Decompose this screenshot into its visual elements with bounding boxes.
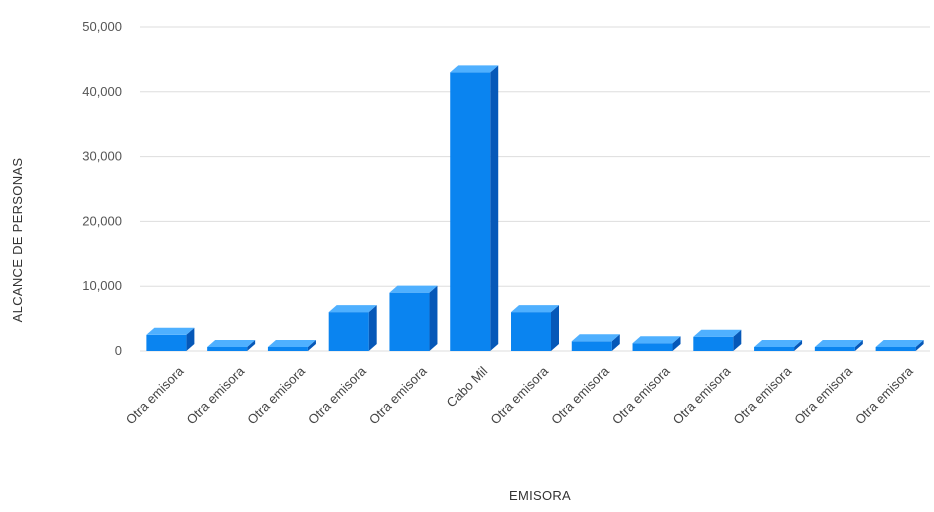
bar-side (551, 305, 559, 351)
gridlines (140, 26, 930, 352)
bar-side (307, 340, 316, 351)
x-axis-title: EMISORA (509, 488, 571, 503)
x-tick-label: Otra emisora (366, 363, 430, 427)
x-tick-label: Otra emisora (791, 363, 855, 427)
bar-top (389, 285, 438, 293)
bar (693, 329, 742, 351)
bar (814, 340, 863, 351)
bar (511, 305, 559, 351)
bar-top (693, 329, 742, 337)
bar-top (571, 334, 620, 342)
y-tick-label: 0 (115, 343, 122, 358)
bar (450, 65, 499, 352)
bar-top (754, 340, 803, 347)
bar-side (368, 305, 377, 351)
bar-front (146, 334, 187, 351)
y-tick-label: 30,000 (82, 149, 122, 164)
bar-side (611, 334, 620, 351)
bar-front (207, 347, 248, 351)
bar-side (672, 336, 681, 351)
bars (146, 65, 924, 352)
x-tick-label: Cabo Mil (443, 363, 490, 410)
bar (267, 340, 316, 351)
bar-front (754, 347, 795, 351)
bar-side (794, 340, 803, 351)
bar-side (854, 340, 863, 351)
bar-top (207, 340, 256, 347)
x-tick-label: Otra emisora (305, 363, 369, 427)
bar-front (693, 336, 734, 351)
x-tick-label: Otra emisora (184, 363, 248, 427)
bar (754, 340, 803, 351)
x-tick-label: Otra emisora (670, 363, 734, 427)
x-tick-label: Otra emisora (487, 363, 551, 427)
bar-top (267, 340, 316, 347)
bar (207, 340, 256, 351)
bar-front (632, 343, 673, 351)
bar-top (814, 340, 863, 347)
bar-front (571, 341, 612, 351)
y-tick-label: 10,000 (82, 278, 122, 293)
bar-front (814, 347, 855, 351)
bar-front (875, 347, 916, 351)
y-tick-label: 50,000 (82, 19, 122, 34)
bar (632, 336, 681, 351)
bar-front (267, 347, 308, 351)
bar-top (632, 336, 681, 344)
x-tick-label: Otra emisora (609, 363, 673, 427)
y-axis-ticks: 0 10,000 20,000 30,000 40,000 50,000 (82, 19, 122, 358)
y-tick-label: 40,000 (82, 84, 122, 99)
x-tick-label: Otra emisora (730, 363, 794, 427)
bar-top (328, 305, 377, 313)
bar-side (247, 340, 256, 351)
bar-side (733, 329, 742, 351)
bar-top (875, 340, 924, 347)
bar-side (915, 340, 924, 351)
bar (389, 285, 438, 351)
x-tick-label: Otra emisora (548, 363, 612, 427)
bar-side (186, 327, 195, 351)
y-axis-title: ALCANCE DE PERSONAS (10, 158, 25, 323)
bar (875, 340, 924, 351)
bar (328, 305, 377, 351)
bar-side (429, 285, 438, 351)
bar-front (450, 72, 491, 352)
bar-top (450, 65, 499, 73)
bar-front (511, 312, 551, 351)
bar (571, 334, 620, 351)
bar-front (389, 292, 430, 351)
bar-top (146, 327, 195, 335)
bar-side (490, 65, 499, 352)
y-tick-label: 20,000 (82, 213, 122, 228)
x-tick-label: Otra emisora (244, 363, 308, 427)
x-tick-label: Otra emisora (852, 363, 916, 427)
bar-top (511, 305, 559, 313)
x-tick-label: Otra emisora (123, 363, 187, 427)
bar-front (328, 312, 369, 351)
bar (146, 327, 195, 351)
